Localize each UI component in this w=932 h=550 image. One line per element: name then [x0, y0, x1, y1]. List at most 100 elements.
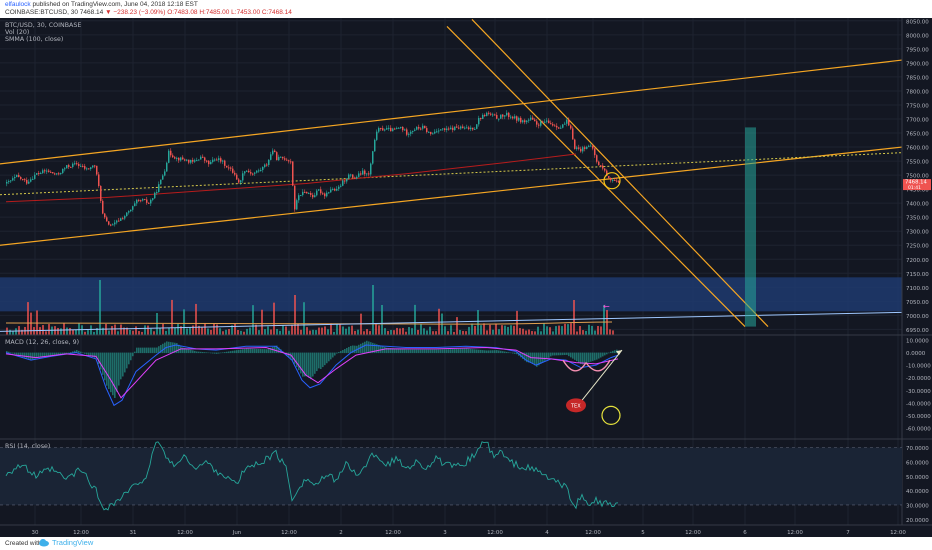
macd-hist-bar: [604, 352, 606, 356]
candle-body: [238, 179, 240, 183]
candle-body: [94, 165, 96, 167]
macd-hist-bar: [86, 352, 88, 355]
macd-hist-bar: [74, 350, 76, 354]
volume-bar: [60, 328, 62, 335]
macd-hist-bar: [120, 352, 122, 380]
macd-hist-bar: [136, 347, 138, 354]
price-tick-label: 7650.00: [906, 132, 929, 138]
volume-bar: [261, 309, 263, 335]
price-axis-bg: [902, 18, 932, 525]
macd-hist-bar: [238, 349, 240, 354]
macd-hist-bar: [70, 352, 72, 354]
candle-body: [374, 139, 376, 152]
macd-hist-bar: [550, 352, 552, 357]
candle-body: [216, 159, 218, 161]
macd-hist-bar: [490, 350, 492, 354]
macd-hist-bar: [234, 350, 236, 354]
volume-bar: [291, 325, 293, 335]
candle-body: [80, 165, 82, 167]
macd-hist-bar: [12, 352, 14, 354]
candle-body: [560, 127, 562, 129]
volume-bar: [579, 326, 581, 335]
macd-hist-bar: [176, 343, 178, 354]
candle-body: [512, 116, 514, 119]
candle-body: [334, 188, 336, 191]
macd-hist-bar: [308, 352, 310, 378]
candle-body: [604, 168, 606, 171]
macd-hist-bar: [420, 349, 422, 354]
volume-bar: [81, 325, 83, 335]
candle-body: [174, 157, 176, 159]
candle-body: [354, 177, 356, 179]
volume-bar: [204, 323, 206, 335]
price-tick-label: 7400.00: [906, 202, 929, 208]
macd-hist-bar: [610, 351, 612, 354]
candle-body: [574, 139, 576, 149]
macd-hist-bar: [456, 348, 458, 354]
macd-hist-bar: [130, 352, 132, 361]
macd-hist-bar: [412, 349, 414, 354]
macd-hist-bar: [582, 352, 584, 365]
candle-body: [524, 120, 526, 123]
macd-hist-bar: [24, 352, 26, 358]
macd-hist-bar: [104, 352, 106, 381]
macd-hist-bar: [292, 352, 294, 361]
macd-hist-bar: [98, 352, 100, 365]
candle-body: [352, 174, 354, 178]
macd-hist-bar: [346, 347, 348, 354]
candle-body: [344, 180, 346, 182]
candle-body: [290, 161, 292, 163]
candle-body: [402, 126, 404, 131]
macd-hist-bar: [242, 349, 244, 354]
macd-hist-bar: [16, 352, 18, 355]
volume-bar: [585, 330, 587, 335]
candle-body: [488, 112, 490, 114]
candle-body: [440, 129, 442, 131]
macd-hist-bar: [124, 352, 126, 373]
candle-body: [504, 115, 506, 117]
candle-body: [248, 170, 250, 173]
candle-body: [452, 127, 454, 130]
macd-hist-bar: [276, 345, 278, 354]
volume-bar: [180, 326, 182, 335]
macd-hist-bar: [348, 346, 350, 354]
macd-hist-bar: [140, 347, 142, 354]
candle-body: [268, 159, 270, 165]
price-tick-label: 7100.00: [906, 286, 929, 292]
candle-body: [534, 119, 536, 122]
volume-zone: [0, 277, 902, 312]
candle-body: [36, 173, 38, 175]
volume-bar: [99, 280, 101, 335]
macd-hist-bar: [416, 349, 418, 354]
author-link[interactable]: elfaulock: [5, 1, 31, 8]
macd-hist-bar: [556, 352, 558, 356]
candle-body: [140, 200, 142, 202]
price-tick-label: 7950.00: [906, 47, 929, 53]
candle-body: [550, 123, 552, 125]
tradingview-logo[interactable]: TradingView: [38, 538, 93, 547]
volume-bar: [420, 323, 422, 335]
macd-hist-bar: [216, 352, 218, 354]
volume-bar: [243, 331, 245, 335]
macd-hist-bar: [226, 351, 228, 354]
candle-body: [468, 127, 470, 130]
macd-tick-label: -40.0000: [906, 401, 931, 407]
macd-hist-bar: [306, 352, 308, 377]
rsi-tick-label: 40.0000: [906, 489, 929, 495]
macd-hist-bar: [254, 348, 256, 354]
candle-body: [206, 160, 208, 162]
time-tick-label: 5: [641, 530, 645, 536]
volume-bar: [30, 312, 32, 335]
candle-body: [572, 128, 574, 140]
volume-bar: [126, 327, 128, 335]
candle-body: [466, 127, 468, 129]
macd-hist-bar: [342, 350, 344, 354]
tex-annotation-label: TEX: [570, 403, 581, 409]
volume-bar: [507, 326, 509, 335]
rsi-tick-label: 50.0000: [906, 475, 929, 481]
macd-hist-bar: [332, 352, 334, 358]
publish-header: elfaulock published on TradingView.com, …: [0, 0, 932, 18]
volume-bar: [594, 330, 596, 335]
candle-body: [498, 118, 500, 120]
